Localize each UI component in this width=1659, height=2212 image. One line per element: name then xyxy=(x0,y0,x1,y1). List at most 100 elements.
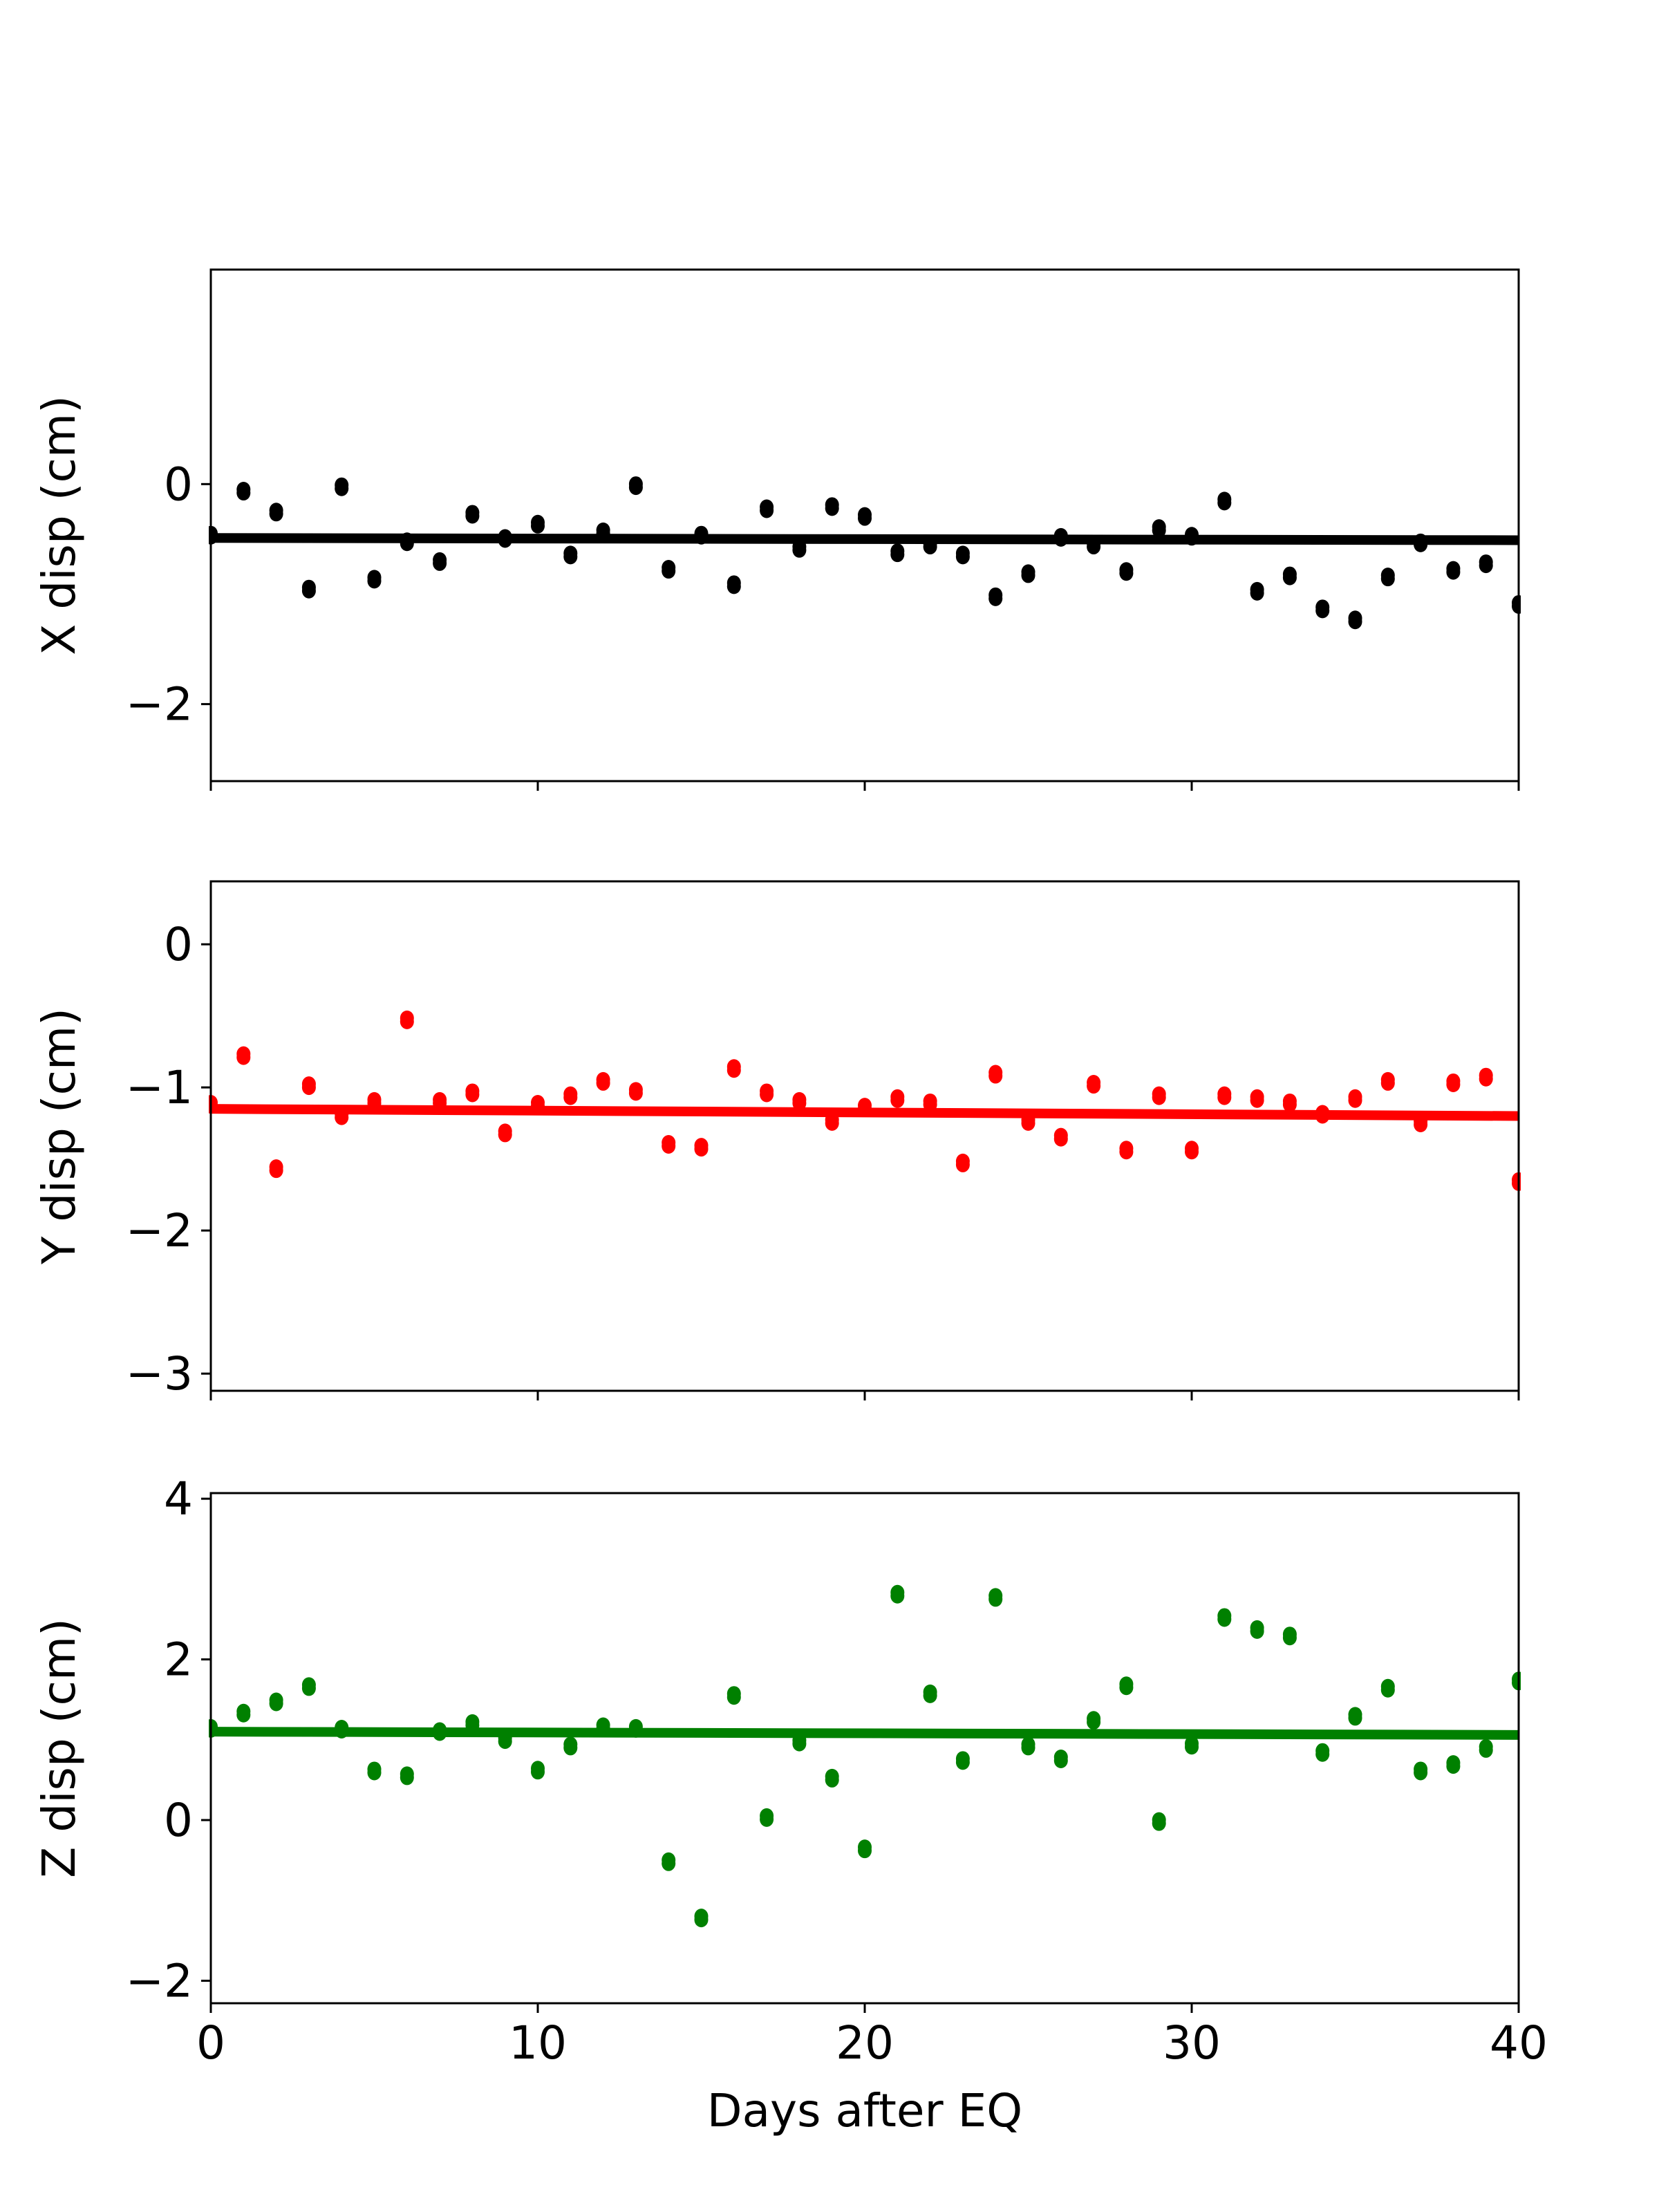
data-point xyxy=(1053,1131,1068,1147)
data-point xyxy=(694,1912,709,1928)
data-point xyxy=(1152,523,1166,538)
y-tick-label: −2 xyxy=(126,678,193,731)
data-point xyxy=(694,1141,709,1157)
data-point xyxy=(1021,1740,1035,1756)
data-point xyxy=(400,1770,414,1785)
data-point xyxy=(955,1754,970,1770)
data-point xyxy=(1250,585,1264,601)
data-point xyxy=(1119,565,1134,581)
left-margin-mask xyxy=(0,1452,209,2045)
y-tick-label: 4 xyxy=(164,1472,193,1526)
data-point xyxy=(531,518,545,534)
data-point xyxy=(563,1740,578,1756)
data-point xyxy=(1414,1765,1428,1781)
trend-line xyxy=(210,533,1519,545)
data-point xyxy=(1282,1096,1297,1112)
data-point xyxy=(1152,1089,1166,1105)
y-tick-label: 0 xyxy=(164,458,193,511)
data-point xyxy=(858,1843,872,1859)
y-tick-label: −3 xyxy=(126,1347,193,1400)
data-point xyxy=(1021,1115,1035,1131)
data-point xyxy=(727,1689,741,1705)
data-point xyxy=(1315,603,1330,619)
data-point xyxy=(367,573,382,589)
data-point xyxy=(236,485,251,501)
data-point xyxy=(465,508,480,524)
x-tick-label: 40 xyxy=(1490,2016,1548,2070)
data-point xyxy=(988,1068,1003,1084)
data-point xyxy=(792,542,807,558)
data-point xyxy=(269,1163,283,1179)
x-tick-label: 30 xyxy=(1163,2016,1221,2070)
data-point xyxy=(760,1087,774,1103)
data-point xyxy=(662,563,676,579)
trend-line xyxy=(210,1727,1519,1740)
panel-2: 0 −1 −2 −3 Y disp (cm) xyxy=(0,840,1659,1432)
trend-line xyxy=(210,1104,1519,1121)
data-point xyxy=(1250,1623,1264,1639)
y-axis-label: X disp (cm) xyxy=(32,395,86,655)
data-point xyxy=(923,1687,937,1703)
data-point xyxy=(890,1588,905,1604)
data-point xyxy=(760,1811,774,1827)
x-tick-label: 10 xyxy=(509,2016,567,2070)
data-point xyxy=(400,1013,414,1029)
data-point xyxy=(1185,1739,1199,1755)
data-point xyxy=(1380,571,1395,587)
data-point xyxy=(465,1087,480,1103)
data-point xyxy=(1119,1144,1134,1160)
data-point xyxy=(1479,1742,1493,1758)
y-tick-label: 0 xyxy=(164,918,193,971)
data-point xyxy=(596,1075,610,1091)
data-point xyxy=(628,480,643,496)
right-margin-mask xyxy=(1521,228,1659,823)
data-point xyxy=(531,1764,545,1780)
data-point xyxy=(1185,1144,1199,1160)
y-tick-label: 2 xyxy=(164,1633,193,1687)
data-point xyxy=(1315,1746,1330,1762)
data-point xyxy=(1446,564,1461,580)
x-tick-label: 0 xyxy=(196,2016,225,2070)
data-point xyxy=(1479,558,1493,574)
data-point xyxy=(1414,1116,1428,1132)
data-point xyxy=(236,1707,251,1723)
data-point xyxy=(1217,1611,1232,1627)
data-point xyxy=(335,480,349,496)
data-point xyxy=(1282,570,1297,585)
y-axis-label: Y disp (cm) xyxy=(32,1008,86,1265)
left-margin-mask xyxy=(0,840,209,1432)
data-point xyxy=(890,1092,905,1108)
data-point xyxy=(269,1696,283,1712)
data-point xyxy=(858,510,872,526)
data-point xyxy=(1119,1680,1134,1696)
data-point xyxy=(1087,1078,1101,1094)
data-point xyxy=(1053,1753,1068,1769)
data-point xyxy=(955,549,970,565)
right-margin-mask xyxy=(1521,840,1659,1432)
y-tick-label: −2 xyxy=(126,1204,193,1257)
data-point xyxy=(301,1080,316,1096)
data-point xyxy=(1348,1092,1362,1108)
data-point xyxy=(792,1095,807,1111)
data-point xyxy=(1348,1710,1362,1726)
data-point xyxy=(890,547,905,563)
data-point xyxy=(825,1772,839,1788)
data-point xyxy=(825,1115,839,1131)
data-point xyxy=(498,1127,512,1143)
data-point xyxy=(988,590,1003,606)
data-point xyxy=(825,500,839,516)
data-point xyxy=(628,1085,643,1101)
data-point xyxy=(1446,1076,1461,1092)
data-point xyxy=(662,1138,676,1154)
data-point xyxy=(1479,1071,1493,1087)
data-point xyxy=(955,1156,970,1172)
data-point xyxy=(792,1736,807,1752)
data-point xyxy=(1446,1759,1461,1774)
data-point xyxy=(563,549,578,565)
data-point xyxy=(1021,568,1035,583)
right-margin-mask xyxy=(1521,1452,1659,2045)
data-point xyxy=(727,1062,741,1078)
data-point xyxy=(367,1765,382,1781)
data-point xyxy=(1152,1815,1166,1831)
